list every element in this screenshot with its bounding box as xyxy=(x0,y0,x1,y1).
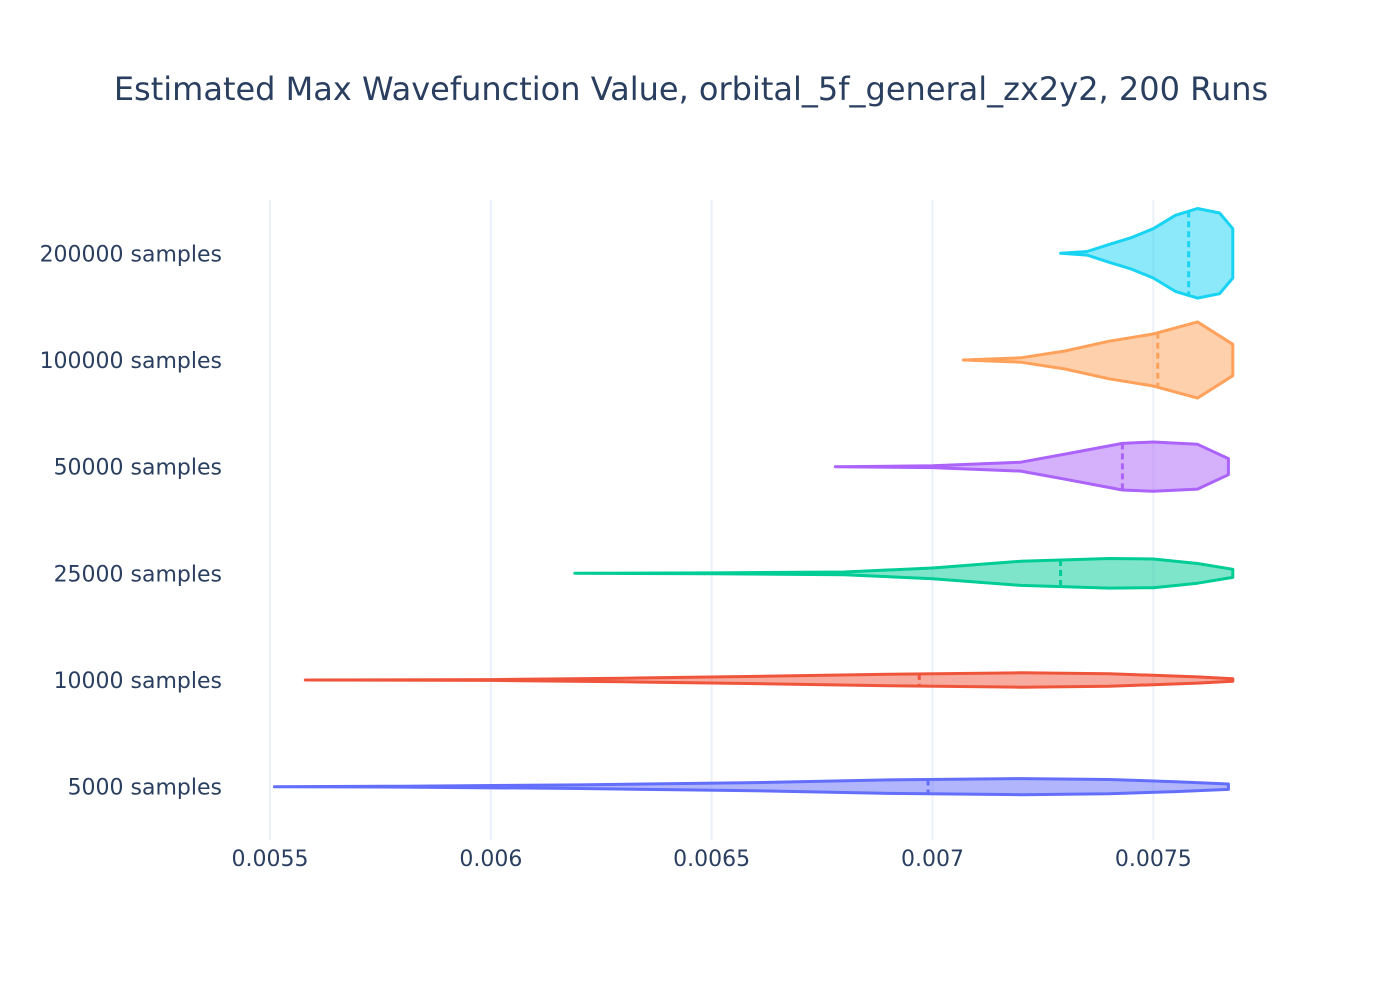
x-tick-label: 0.0065 xyxy=(673,847,750,872)
violins xyxy=(272,207,1235,797)
violin-5000-samples xyxy=(272,777,1230,797)
y-tick-label: 5000 samples xyxy=(68,776,222,801)
x-tick-label: 0.0055 xyxy=(232,847,309,872)
violin-body xyxy=(573,557,1235,590)
y-tick-label: 50000 samples xyxy=(54,456,222,481)
violin-body xyxy=(272,777,1230,797)
violin-body xyxy=(303,671,1235,689)
y-tick-label: 200000 samples xyxy=(40,242,222,267)
x-tick-label: 0.0075 xyxy=(1115,847,1192,872)
y-tick-label: 25000 samples xyxy=(54,562,222,587)
violin-50000-samples xyxy=(833,440,1230,493)
violin-10000-samples xyxy=(303,671,1235,689)
x-tick-label: 0.006 xyxy=(459,847,522,872)
violin-200000-samples xyxy=(1059,207,1235,300)
x-tick-label: 0.007 xyxy=(901,847,964,872)
y-tick-label: 100000 samples xyxy=(40,349,222,374)
x-gridlines xyxy=(269,200,1155,840)
violin-100000-samples xyxy=(961,320,1235,400)
violin-body xyxy=(961,320,1235,400)
chart-title: Estimated Max Wavefunction Value, orbita… xyxy=(114,70,1268,108)
y-axis-tick-labels: 5000 samples 10000 samples 25000 samples 50… xyxy=(40,242,222,800)
y-tick-label: 10000 samples xyxy=(54,669,222,694)
x-axis-tick-labels: 0.0055 0.006 0.0065 0.007 0.0075 xyxy=(232,847,1192,872)
violin-25000-samples xyxy=(573,557,1235,590)
violin-body xyxy=(1059,207,1235,300)
violin-body xyxy=(833,440,1230,493)
